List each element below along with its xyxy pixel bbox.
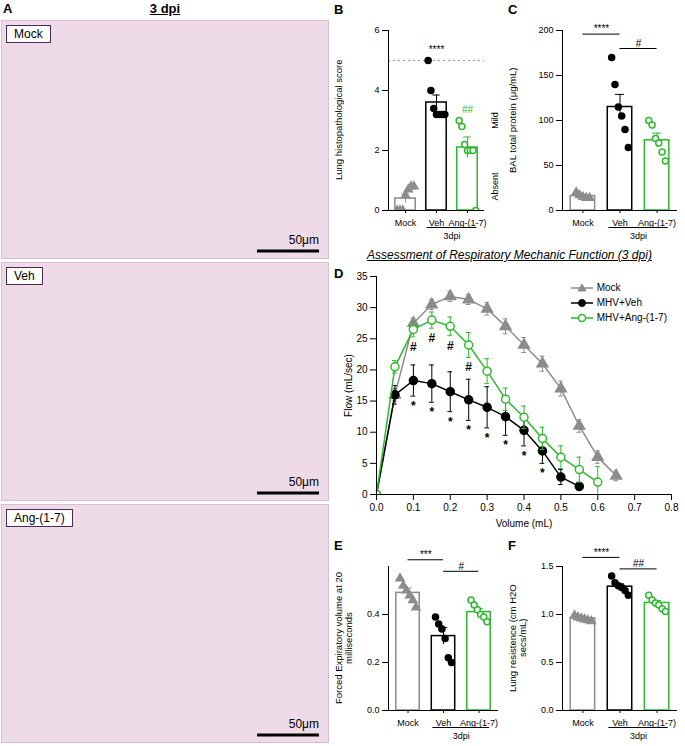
svg-text:0.2: 0.2: [367, 657, 380, 667]
svg-text:50: 50: [543, 160, 553, 170]
svg-text:0.6: 0.6: [591, 502, 605, 513]
html-text:D: D: [334, 266, 344, 281]
svg-text:0.0: 0.0: [367, 705, 380, 715]
svg-text:Flow (mL/sec): Flow (mL/sec): [343, 354, 354, 417]
svg-text:#: #: [428, 331, 435, 345]
svg-text:***: ***: [420, 549, 432, 560]
svg-text:Veh: Veh: [612, 218, 628, 228]
svg-text:0.5: 0.5: [554, 502, 568, 513]
html-text:E: E: [334, 538, 343, 553]
svg-text:0.4: 0.4: [367, 609, 380, 619]
svg-text:****: ****: [429, 44, 445, 55]
svg-text:0.5: 0.5: [541, 657, 554, 667]
svg-text:*: *: [429, 405, 434, 419]
svg-text:#: #: [465, 360, 472, 374]
svg-text:****: ****: [594, 23, 610, 34]
svg-text:Mock: Mock: [395, 218, 417, 228]
svg-text:Veh: Veh: [436, 718, 452, 728]
html-text:BAL total protein (μg/mL): BAL total protein (μg/mL): [507, 67, 518, 173]
svg-text:Ang-(1-7): Ang-(1-7): [448, 218, 486, 228]
svg-text:3dpi: 3dpi: [443, 231, 460, 241]
svg-text:*: *: [411, 399, 416, 413]
svg-text:#: #: [447, 339, 454, 353]
svg-text:Mock: Mock: [397, 718, 419, 728]
svg-text:0: 0: [548, 205, 553, 215]
svg-text:35: 35: [356, 271, 368, 282]
html-text:Forced Expiratory volume at 20: Forced Expiratory volume at 20 milliseco…: [333, 572, 355, 704]
svg-text:3dpi: 3dpi: [453, 731, 470, 741]
svg-text:0.1: 0.1: [406, 502, 420, 513]
svg-text:0.3: 0.3: [480, 502, 494, 513]
svg-text:3dpi: 3dpi: [630, 731, 647, 741]
html-text:B: B: [334, 2, 344, 17]
svg-text:0: 0: [374, 205, 379, 215]
svg-text:3dpi: 3dpi: [630, 231, 647, 241]
svg-text:20: 20: [356, 364, 368, 375]
svg-text:##: ##: [633, 558, 645, 569]
svg-text:1.0: 1.0: [541, 609, 554, 619]
html-text:Mock: Mock: [596, 282, 621, 293]
svg-text:Mock: Mock: [572, 718, 594, 728]
html-text:Veh: Veh: [14, 269, 35, 283]
svg-text:200: 200: [538, 25, 553, 35]
svg-text:#: #: [636, 38, 642, 49]
svg-text:10: 10: [356, 426, 368, 437]
svg-text:150: 150: [538, 70, 553, 80]
svg-text:5: 5: [362, 458, 368, 469]
svg-text:****: ****: [594, 547, 610, 558]
html-text:MHV+Veh: MHV+Veh: [596, 297, 642, 308]
svg-text:*: *: [522, 449, 527, 463]
svg-text:1.5: 1.5: [541, 561, 554, 571]
svg-text:0.0: 0.0: [541, 705, 554, 715]
svg-text:Veh: Veh: [429, 218, 445, 228]
html-text:A: A: [3, 1, 13, 16]
svg-text:0.0: 0.0: [370, 502, 384, 513]
html-text:C: C: [508, 2, 518, 17]
html-text:MHV+Ang-(1-7): MHV+Ang-(1-7): [596, 312, 667, 323]
svg-text:*: *: [540, 466, 545, 480]
svg-text:0: 0: [362, 489, 368, 500]
svg-text:15: 15: [356, 395, 368, 406]
svg-text:Ang-(1-7): Ang-(1-7): [638, 718, 676, 728]
svg-text:*: *: [448, 415, 453, 429]
svg-text:#: #: [458, 561, 464, 572]
svg-text:Ang-(1-7): Ang-(1-7): [460, 718, 498, 728]
html-text:Lung resistence (cm H2O secs/m: Lung resistence (cm H2O secs/mL): [507, 584, 529, 692]
html-text:3 dpi: 3 dpi: [149, 1, 181, 16]
html-text:Mock: Mock: [14, 27, 43, 41]
svg-text:Absent: Absent: [490, 172, 500, 201]
svg-text:0.2: 0.2: [443, 502, 457, 513]
svg-text:Mild: Mild: [490, 112, 500, 129]
svg-text:Volume (mL): Volume (mL): [496, 518, 553, 529]
svg-text:Veh: Veh: [612, 718, 628, 728]
svg-text:Mock: Mock: [572, 218, 594, 228]
html-text:F: F: [508, 538, 516, 553]
svg-text:30: 30: [356, 302, 368, 313]
html-text:50μm: 50μm: [288, 717, 319, 731]
svg-text:0.8: 0.8: [665, 502, 679, 513]
html-text:50μm: 50μm: [288, 475, 319, 489]
svg-text:Ang-(1-7): Ang-(1-7): [638, 218, 676, 228]
svg-text:##: ##: [462, 104, 474, 115]
html-text:Lung histopathological score: Lung histopathological score: [333, 59, 344, 181]
html-text:Ang-(1-7): Ang-(1-7): [14, 511, 65, 525]
svg-text:100: 100: [538, 115, 553, 125]
svg-text:0.4: 0.4: [517, 502, 531, 513]
svg-text:*: *: [466, 423, 471, 437]
svg-text:0.7: 0.7: [628, 502, 642, 513]
html-text:Assessment of Respiratory Mech: Assessment of Respiratory Mechanic Funct…: [367, 248, 652, 262]
svg-text:4: 4: [374, 85, 379, 95]
svg-text:*: *: [503, 438, 508, 452]
svg-text:25: 25: [356, 333, 368, 344]
svg-text:#: #: [410, 340, 417, 354]
svg-text:2: 2: [374, 145, 379, 155]
html-text:50μm: 50μm: [288, 233, 319, 247]
svg-text:*: *: [485, 431, 490, 445]
svg-text:6: 6: [374, 25, 379, 35]
